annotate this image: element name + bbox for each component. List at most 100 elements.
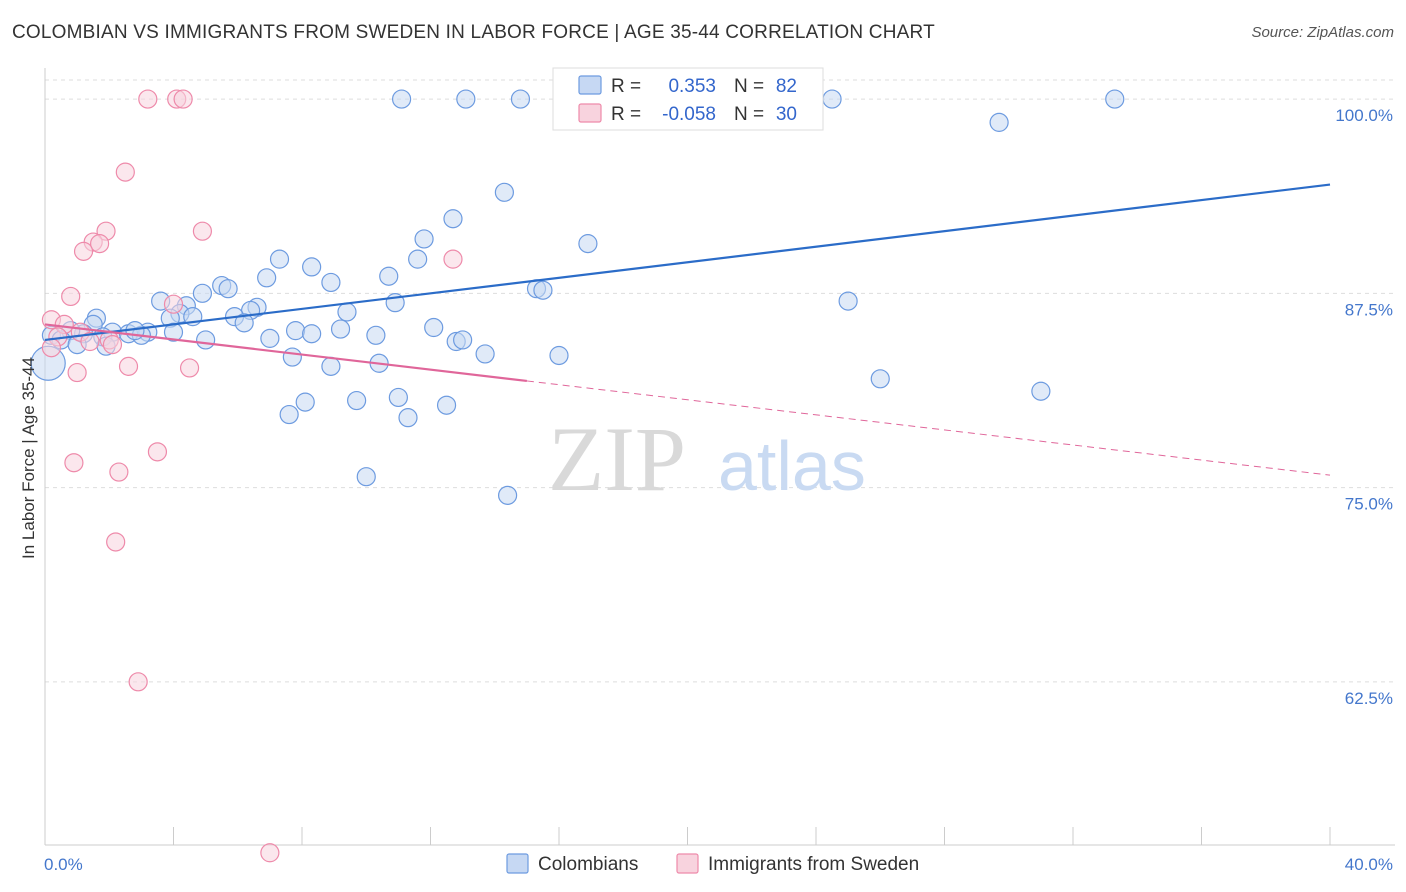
sweden-point-11 [163,294,184,314]
sweden-point-23 [64,453,84,473]
trend-line-0 [44,183,1331,342]
y-tick-label-3: 62.5% [1345,689,1393,708]
sweden-point-25 [109,462,129,482]
sweden-point-18 [102,335,123,355]
colombians-point-51 [302,324,322,344]
sweden-point-22 [67,362,87,383]
colombians-point-59 [282,347,302,367]
colombians-point-34 [337,302,357,322]
colombians-point-50 [285,321,306,341]
colombians-point-14 [321,272,341,293]
colombians-point-70 [398,408,418,428]
colombians-point-5 [989,112,1009,132]
watermark-atlas: atlas [718,427,866,505]
trend-line-1 [44,323,528,383]
bottom-legend-colombians: Colombians [538,854,638,875]
top-legend: R = 0.353 N = 82 R = -0.058 N = 30 [552,67,824,131]
sweden-point-26 [106,532,126,552]
y-tick-label-2: 75.0% [1345,495,1393,514]
chart-source: Source: ZipAtlas.com [1251,24,1394,41]
colombians-point-17 [218,279,238,299]
bottom-legend-swatch-pink [676,853,699,874]
colombians-point-66 [436,395,457,415]
colombians-point-0 [391,89,412,109]
bottom-legend-swatch-blue [506,853,529,874]
colombians-point-9 [578,234,598,254]
colombians-point-18 [192,283,213,303]
colombians-point-15 [379,266,399,286]
sweden-point-4 [192,221,213,241]
x-tick-label-0: 0.0% [44,855,83,874]
colombians-point-2 [510,89,531,109]
colombians-point-7 [443,209,463,229]
bottom-legend-sweden: Immigrants from Sweden [708,854,919,875]
colombians-point-57 [475,344,495,364]
colombians-point-6 [494,182,514,202]
colombians-point-49 [260,328,280,348]
colombians-point-48 [196,330,216,350]
colombians-point-29 [234,313,254,333]
colombians-point-53 [366,325,386,345]
legend-n-label-2: N = [734,104,764,125]
chart-title: COLOMBIAN VS IMMIGRANTS FROM SWEDEN IN L… [12,22,935,43]
sweden-point-0 [138,89,158,109]
sweden-point-20 [118,356,139,376]
legend-r-value-1: 0.353 [668,76,716,97]
legend-swatch-blue [578,75,602,95]
colombians-point-58 [549,345,569,366]
colombians-point-67 [347,390,367,411]
colombians-point-65 [388,387,408,408]
sweden-point-17 [80,331,100,352]
colombians-point-11 [269,249,290,269]
watermark: ZIP atlas [548,408,866,510]
colombians-point-47 [163,322,184,342]
sweden-point-28 [260,843,280,863]
legend-n-value-2: 30 [776,104,797,125]
colombians-point-72 [498,485,518,505]
axis-layer: 100.0% 87.5% 75.0% 62.5% 0.0% 40.0% [44,68,1395,874]
legend-r-value-2: -0.058 [662,104,716,125]
colombians-point-64 [1031,381,1051,401]
colombians-point-3 [822,89,842,109]
colombians-point-22 [838,291,858,311]
legend-r-label-1: R = [611,76,641,97]
sweden-point-7 [90,234,110,254]
sweden-point-2 [173,89,193,109]
trend-line-dashed-1 [526,380,1331,476]
legend-swatch-pink [578,103,602,123]
points-layer [30,89,1125,863]
colombians-point-69 [279,404,299,425]
colombians-point-4 [1105,89,1125,109]
y-tick-label-0: 100.0% [1335,106,1393,125]
sweden-point-9 [443,249,463,269]
sweden-point-3 [115,162,135,182]
colombians-point-60 [321,356,341,376]
colombians-point-1 [456,89,476,109]
grid-layer [45,79,1395,683]
colombians-point-71 [356,467,376,487]
legend-n-value-1: 82 [776,76,797,97]
watermark-zip: ZIP [548,408,686,510]
legend-n-label-1: N = [734,76,764,97]
y-axis-label: In Labor Force | Age 35-44 [19,357,38,559]
colombians-point-8 [414,229,434,249]
trend-layer [44,183,1331,476]
sweden-point-24 [147,442,168,462]
colombians-point-63 [870,369,890,389]
colombians-point-52 [330,319,351,339]
sweden-point-27 [128,672,148,692]
sweden-point-19 [41,338,62,358]
sweden-point-8 [73,241,94,261]
y-tick-label-1: 87.5% [1345,300,1393,319]
bottom-legend: Colombians Immigrants from Sweden [506,853,919,875]
colombians-point-68 [295,392,315,412]
colombians-point-10 [408,249,428,269]
colombians-point-54 [424,317,444,338]
colombians-point-21 [533,280,553,300]
sweden-point-21 [179,358,200,378]
colombians-point-13 [257,268,277,288]
colombians-point-56 [453,330,473,350]
colombians-point-12 [302,257,322,277]
x-tick-label-1: 40.0% [1345,855,1393,874]
